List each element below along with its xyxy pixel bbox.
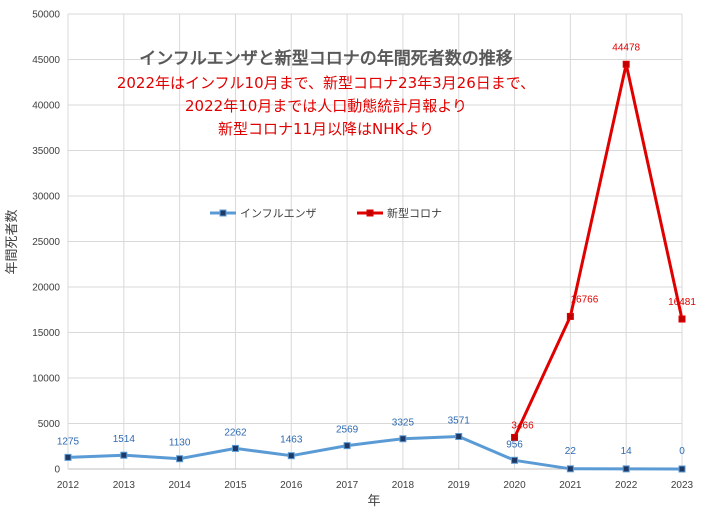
data-point [511,433,519,441]
x-tick-label: 2020 [503,480,526,491]
data-label: 1275 [57,436,80,447]
data-label: 1463 [280,435,303,446]
x-tick-label: 2012 [57,480,80,491]
y-tick-label: 30000 [32,192,60,203]
chart-subtitle-line-1: 2022年はインフル10月まで、新型コロナ23年3月26日まで、 [117,74,535,92]
series-line-1 [513,62,684,439]
data-label: 14 [621,446,633,457]
data-point [622,465,630,473]
data-label: 0 [679,446,685,457]
x-tick-label: 2017 [336,480,359,491]
data-label: 3466 [511,420,534,431]
gridlines [68,13,683,469]
data-label: 22 [565,446,577,457]
data-label: 2262 [224,427,247,438]
data-point [678,315,686,323]
x-tick-label: 2018 [392,480,415,491]
data-point [287,452,295,460]
y-tick-label: 45000 [32,55,60,66]
legend: インフルエンザ 新型コロナ [210,206,442,220]
x-tick-label: 2021 [559,480,582,491]
data-point [120,451,128,459]
data-label: 2569 [336,425,359,436]
x-axis-label: 年 [367,494,380,507]
data-point [566,465,574,473]
data-point [231,444,239,452]
x-tick-label: 2013 [113,480,136,491]
y-tick-labels: 0 5000 10000 15000 20000 25000 30000 35000 40000… [32,10,60,476]
y-tick-label: 10000 [32,374,60,385]
legend-label-covid: 新型コロナ [387,206,442,220]
data-point [64,453,72,461]
y-tick-label: 35000 [32,146,60,157]
data-point [343,442,351,450]
chart-subtitle-line-2: 2022年10月までは人口動態統計月報より [185,97,467,115]
y-tick-label: 0 [54,465,60,476]
data-point [176,455,184,463]
data-point [455,433,463,441]
legend-marker-covid [366,209,374,217]
x-tick-label: 2014 [169,480,192,491]
data-label: 3325 [392,418,415,429]
y-tick-label: 50000 [32,10,60,21]
legend-label-influenza: インフルエンザ [240,207,317,220]
legend-marker-influenza [219,209,227,217]
series-line-0 [67,435,683,471]
x-tick-label: 2019 [448,480,471,491]
data-point [622,60,630,68]
data-label: 44478 [612,42,640,53]
chart-subtitle-line-3: 新型コロナ11月以降はNHKより [218,120,434,138]
y-tick-label: 5000 [38,419,61,430]
data-label: 1514 [113,434,136,445]
chart-title: インフルエンザと新型コロナの年間死者数の推移 [139,48,513,69]
x-tick-label: 2022 [615,480,638,491]
data-point [566,312,574,320]
y-tick-label: 25000 [32,237,60,248]
x-tick-label: 2023 [671,480,694,491]
y-tick-label: 15000 [32,328,60,339]
data-label: 1130 [169,438,191,449]
data-label: 16481 [668,297,696,308]
x-tick-label: 2015 [224,480,247,491]
y-tick-label: 20000 [32,283,60,294]
data-point [678,465,686,473]
series-layer [64,60,686,473]
x-tick-labels: 2012 2013 2014 2015 2016 2017 2018 2019 2020 2021… [57,480,694,491]
data-label: 16766 [570,294,598,305]
y-tick-label: 40000 [32,101,60,112]
data-point [511,456,519,464]
data-label: 956 [506,439,523,450]
data-label: 3571 [448,416,471,427]
x-tick-label: 2016 [280,480,303,491]
data-point [399,435,407,443]
y-axis-label: 年間死者数 [5,209,20,274]
data-labels: 1275 1514 1130 2262 1463 2569 3325 3571 956 22 14 0… [57,42,696,457]
